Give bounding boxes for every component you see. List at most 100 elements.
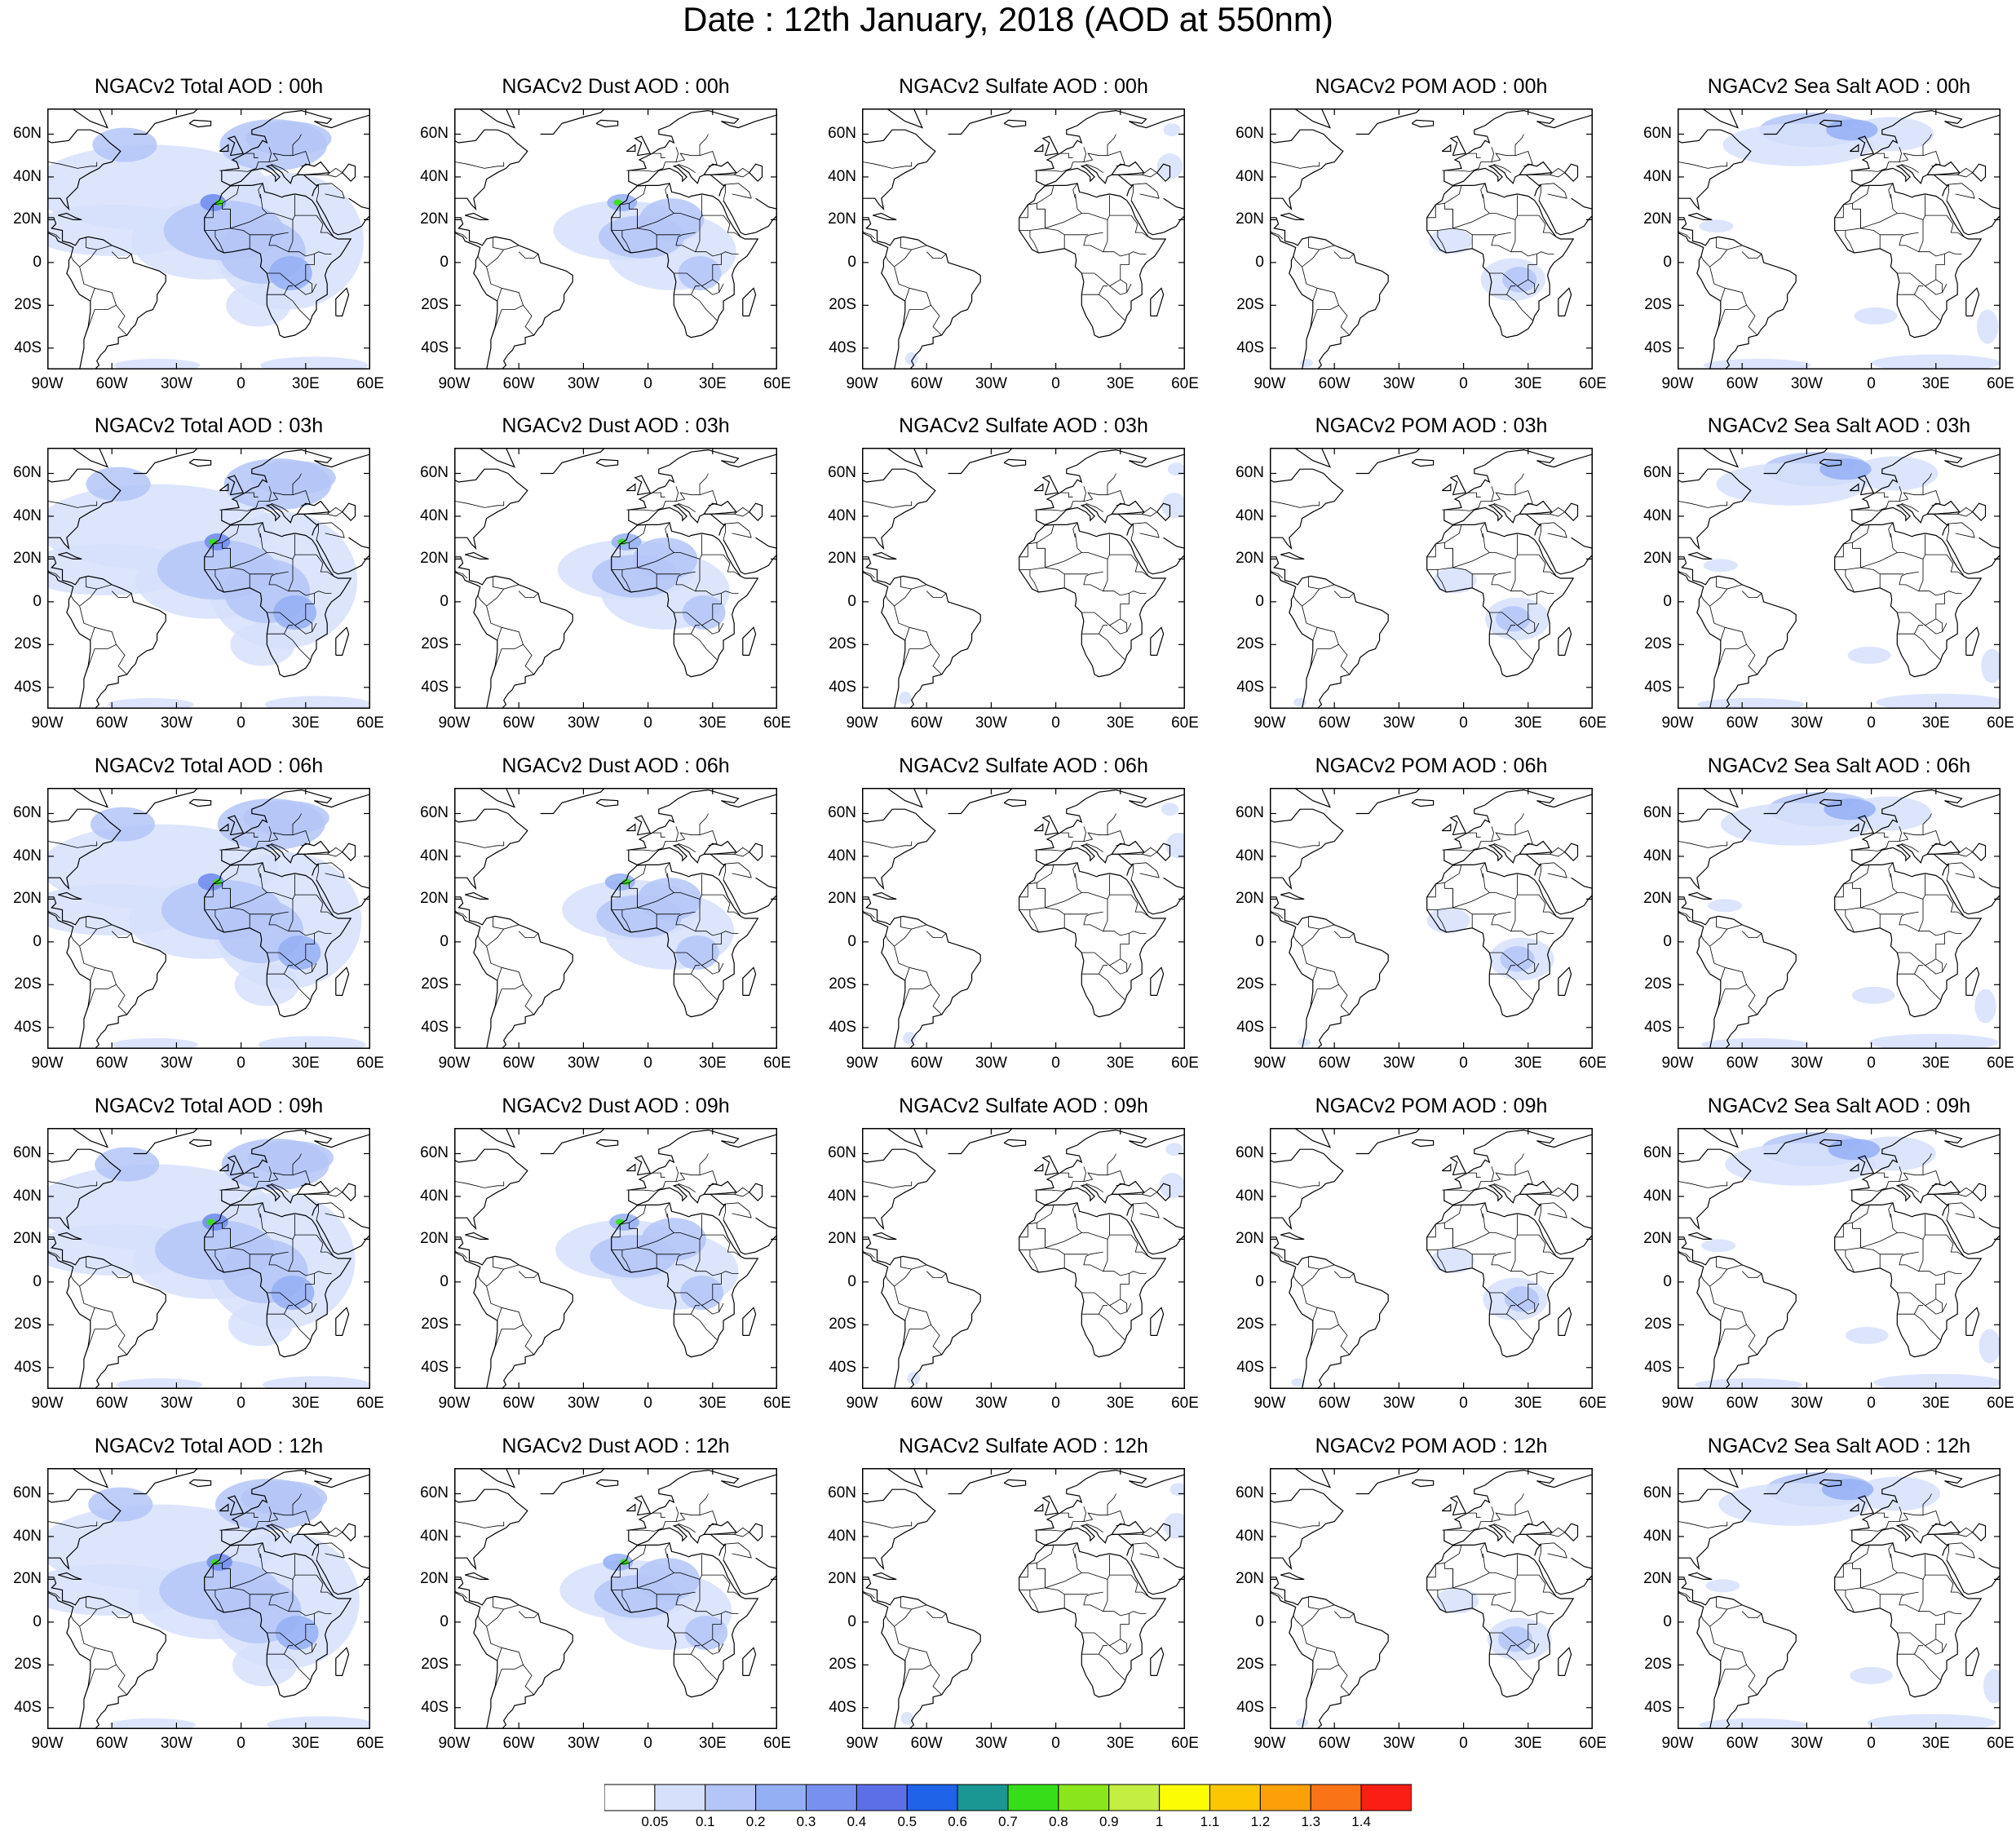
country-border [1510,899,1554,936]
aod-region [92,127,157,162]
country-border [1270,161,1320,169]
coastline [1701,1128,1740,1148]
lon-label: 0 [237,375,245,392]
lon-label: 0 [643,714,652,732]
lat-label: 0 [1663,253,1672,271]
country-border [1946,1204,1950,1220]
lat-label: 20N [1643,210,1672,228]
lat-label: 60N [828,125,856,143]
country-border [1925,1302,1947,1315]
country-border [1107,1170,1125,1187]
lon-label: 30W [567,1395,599,1412]
dust-aod-map [454,1128,777,1389]
country-border [305,958,313,972]
country-border [900,576,912,590]
lon-label: 90W [846,1055,878,1072]
aod-region [245,121,332,156]
country-border [667,533,674,553]
lat-label: 40N [1236,506,1264,524]
colorbar-label: 0.2 [745,1814,766,1829]
aod-region [1978,1329,2001,1364]
coastline [1860,1524,1950,1556]
country-border [260,873,267,893]
coastline [1678,1488,1752,1571]
lat-label: 40S [14,678,42,696]
country-border [268,486,272,502]
country-border [1946,864,1950,880]
coastline [1571,537,1593,549]
country-border [1083,486,1087,502]
country-border [1099,1305,1107,1315]
country-border [1270,1589,1284,1599]
sulfate-aod-map [862,1468,1185,1729]
aod-region [1845,1326,1889,1344]
country-border [1083,571,1103,592]
aod-region [1873,1373,2001,1389]
country-border [1308,237,1320,250]
coastline [1688,551,1713,559]
coastline [342,1183,356,1202]
panel-title: NGACv2 Sulfate AOD : 09h [899,1095,1148,1117]
coastline [755,877,777,889]
coastline [755,537,777,549]
country-border [86,1596,97,1610]
country-border [712,958,720,972]
country-border [490,1664,534,1700]
lon-label: 0 [1051,1735,1060,1752]
coastline [1280,551,1305,559]
coastline [1449,475,1467,496]
lat-label: 20N [420,1570,449,1588]
coastline [658,1542,720,1561]
coastline [1270,896,1389,1049]
coastline [1150,1647,1165,1676]
country-border [1899,911,1919,932]
coastline [742,626,757,656]
lon-label: 0 [237,1735,245,1752]
country-border [490,1324,534,1360]
country-border [1075,873,1082,893]
lon-label: 60W [910,1055,943,1072]
coastline [465,1572,489,1580]
dust-aod-map [454,788,777,1049]
pom-aod-map [1270,1128,1593,1389]
country-border [316,894,334,917]
colorbar-swatch [957,1784,1009,1811]
coastline [1571,1217,1593,1229]
coastline [1558,287,1572,316]
coastline [611,1204,759,1358]
coastline [948,1128,1014,1155]
coastline [335,287,350,316]
coastline [1293,108,1332,129]
country-border [1852,1205,1870,1223]
country-border [284,965,293,975]
country-border [1955,1213,1975,1218]
lat-label: 0 [33,1612,42,1630]
seasalt-aod-map [1678,1128,2001,1389]
lat-label: 60N [13,1144,42,1162]
coastline [1041,1155,1059,1176]
lon-label: 90W [1661,1735,1694,1752]
country-border [1130,524,1134,540]
country-border [1489,973,1533,1000]
country-border [701,283,724,295]
country-border [926,1611,947,1619]
country-border [1725,966,1747,985]
country-border [86,1256,97,1270]
coastline [227,475,245,496]
country-border [325,1553,345,1559]
colorbar-label: 1 [1155,1814,1164,1829]
country-border [699,150,718,167]
country-border [1946,215,1965,237]
country-border [1517,534,1539,555]
lat-label: 60N [1643,464,1672,482]
country-border [732,1213,752,1218]
lon-label: 90W [31,1395,64,1412]
lat-label: 40N [828,167,856,185]
aod-region [1821,1479,1874,1501]
lat-label: 0 [1663,1612,1672,1630]
country-border [1956,1527,1973,1535]
country-border [1270,1249,1284,1259]
lon-label: 30W [1790,714,1823,732]
country-border [318,1202,345,1218]
country-border [1526,851,1565,857]
